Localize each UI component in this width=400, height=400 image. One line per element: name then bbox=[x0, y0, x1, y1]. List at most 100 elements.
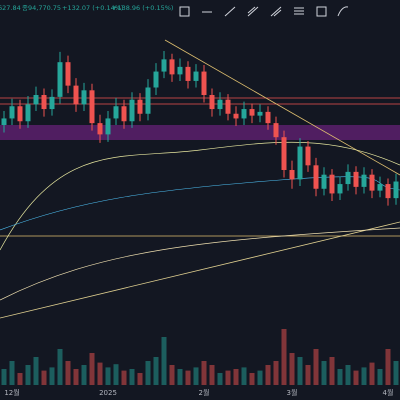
volume-bar bbox=[97, 362, 103, 385]
candle-body bbox=[281, 137, 287, 170]
header-item: +132.07 (+0.14%) bbox=[62, 4, 123, 12]
candle-body bbox=[169, 59, 175, 75]
tool-icon[interactable] bbox=[224, 6, 236, 17]
volume-bar bbox=[105, 367, 111, 385]
volume-bar bbox=[25, 365, 31, 385]
volume-bar bbox=[225, 370, 231, 385]
volume-bar bbox=[377, 369, 383, 385]
volume-bar bbox=[369, 362, 375, 385]
candle-body bbox=[289, 170, 295, 180]
volume-bar bbox=[353, 370, 359, 385]
header-item: 종94,770.75 bbox=[22, 4, 61, 12]
volume-bar bbox=[321, 361, 327, 385]
volume-bar bbox=[329, 357, 335, 385]
header-item: 627.84 bbox=[0, 4, 21, 12]
candle-body bbox=[9, 106, 15, 119]
candle-body bbox=[177, 66, 183, 75]
candle-body bbox=[393, 181, 399, 199]
volume-bar bbox=[209, 365, 215, 385]
candle-body bbox=[153, 71, 159, 88]
tool-icon[interactable] bbox=[294, 7, 304, 15]
volume-bar bbox=[41, 370, 47, 385]
volume-bar bbox=[289, 353, 295, 385]
volume-bar bbox=[17, 373, 23, 385]
header-item: +138.96 (+0.15%) bbox=[112, 4, 173, 12]
candle-body bbox=[129, 99, 135, 122]
candle-body bbox=[49, 96, 55, 110]
candle-body bbox=[81, 90, 87, 105]
candle-body bbox=[161, 59, 167, 72]
volume-bar bbox=[257, 370, 263, 385]
tool-icon[interactable] bbox=[179, 6, 190, 17]
ma-line bbox=[0, 227, 400, 301]
volume-bar bbox=[81, 365, 87, 385]
candle-body bbox=[297, 146, 303, 180]
volume-bar bbox=[281, 329, 287, 385]
x-tick-label: 2025 bbox=[99, 389, 117, 397]
candle-body bbox=[313, 165, 319, 189]
volume-bar bbox=[201, 361, 207, 385]
candle-body bbox=[241, 109, 247, 119]
volume-bar bbox=[217, 373, 223, 385]
volume-bar bbox=[89, 353, 95, 385]
volume-bar bbox=[177, 369, 183, 385]
tool-icon[interactable] bbox=[316, 6, 327, 17]
candle-body bbox=[25, 104, 31, 122]
candle-body bbox=[113, 106, 119, 119]
volume-bar bbox=[73, 369, 79, 385]
candle-body bbox=[369, 174, 375, 191]
candle-body bbox=[273, 123, 279, 138]
volume-bar bbox=[249, 373, 255, 385]
volume-bar bbox=[233, 369, 239, 385]
x-tick-label: 12월 bbox=[4, 388, 19, 397]
volume-bar bbox=[273, 361, 279, 385]
candle-body bbox=[41, 95, 47, 110]
ma-line bbox=[0, 141, 400, 251]
candle-body bbox=[97, 123, 103, 135]
toolbar bbox=[179, 6, 349, 17]
volume-bar bbox=[169, 365, 175, 385]
candle-body bbox=[233, 113, 239, 119]
candle-body bbox=[65, 62, 71, 86]
volume-bar bbox=[313, 349, 319, 385]
candle-body bbox=[89, 90, 95, 124]
candle-body bbox=[17, 106, 23, 122]
candle-body bbox=[145, 87, 151, 114]
candle-body bbox=[105, 118, 111, 135]
volume-bar bbox=[137, 373, 143, 385]
volume-bar bbox=[153, 357, 159, 385]
volume-bar bbox=[1, 369, 7, 385]
volume-bar bbox=[9, 361, 15, 385]
candle-body bbox=[137, 99, 143, 114]
volume-bar bbox=[185, 370, 191, 385]
x-tick-label: 2월 bbox=[199, 388, 210, 397]
tool-icon[interactable] bbox=[270, 6, 282, 17]
candle-body bbox=[265, 111, 271, 124]
candle-body bbox=[361, 174, 367, 187]
candle-body bbox=[73, 85, 79, 105]
candle-body bbox=[121, 106, 127, 122]
candle-body bbox=[249, 109, 255, 116]
volume-bar bbox=[49, 367, 55, 385]
candle-body bbox=[201, 71, 207, 95]
volume-bar bbox=[65, 361, 71, 385]
trend-line bbox=[0, 221, 400, 319]
candle-body bbox=[305, 146, 311, 166]
volume-bar bbox=[305, 365, 311, 385]
tool-icon[interactable] bbox=[247, 6, 259, 17]
volume-bar bbox=[361, 367, 367, 385]
volume-bar bbox=[193, 367, 199, 385]
header: 627.84 종94,770.75 +132.07 (+0.14%) +138.… bbox=[0, 4, 173, 12]
candle-body bbox=[329, 174, 335, 194]
volume-bar bbox=[385, 349, 391, 385]
volume-bar bbox=[129, 369, 135, 385]
volume-bar bbox=[145, 361, 151, 385]
tool-icon[interactable] bbox=[337, 6, 349, 17]
x-tick-label: 3월 bbox=[287, 388, 298, 397]
candle-body bbox=[321, 174, 327, 189]
volume-bar bbox=[241, 367, 247, 385]
candle-body bbox=[225, 99, 231, 114]
trend-line bbox=[164, 39, 400, 176]
candle-body bbox=[33, 95, 39, 105]
candle-body bbox=[337, 184, 343, 194]
